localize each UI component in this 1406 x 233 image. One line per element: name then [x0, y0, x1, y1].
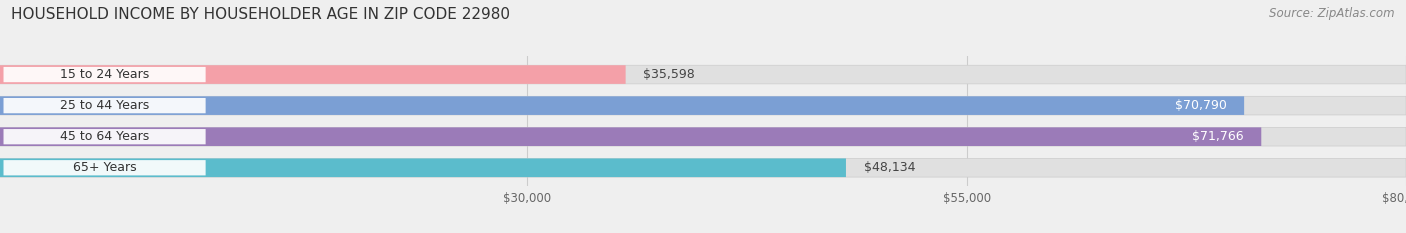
- Text: 25 to 44 Years: 25 to 44 Years: [60, 99, 149, 112]
- Text: 65+ Years: 65+ Years: [73, 161, 136, 174]
- Text: $48,134: $48,134: [863, 161, 915, 174]
- FancyBboxPatch shape: [0, 158, 1406, 177]
- FancyBboxPatch shape: [3, 129, 205, 144]
- Text: 15 to 24 Years: 15 to 24 Years: [60, 68, 149, 81]
- FancyBboxPatch shape: [3, 160, 205, 175]
- FancyBboxPatch shape: [0, 127, 1406, 146]
- FancyBboxPatch shape: [0, 65, 1406, 84]
- FancyBboxPatch shape: [3, 67, 205, 82]
- Text: $71,766: $71,766: [1192, 130, 1244, 143]
- FancyBboxPatch shape: [0, 96, 1406, 115]
- FancyBboxPatch shape: [0, 65, 626, 84]
- Text: $35,598: $35,598: [643, 68, 695, 81]
- Text: Source: ZipAtlas.com: Source: ZipAtlas.com: [1270, 7, 1395, 20]
- FancyBboxPatch shape: [3, 98, 205, 113]
- Text: $70,790: $70,790: [1174, 99, 1226, 112]
- FancyBboxPatch shape: [0, 158, 846, 177]
- Text: HOUSEHOLD INCOME BY HOUSEHOLDER AGE IN ZIP CODE 22980: HOUSEHOLD INCOME BY HOUSEHOLDER AGE IN Z…: [11, 7, 510, 22]
- FancyBboxPatch shape: [0, 127, 1261, 146]
- Text: 45 to 64 Years: 45 to 64 Years: [60, 130, 149, 143]
- FancyBboxPatch shape: [0, 96, 1244, 115]
